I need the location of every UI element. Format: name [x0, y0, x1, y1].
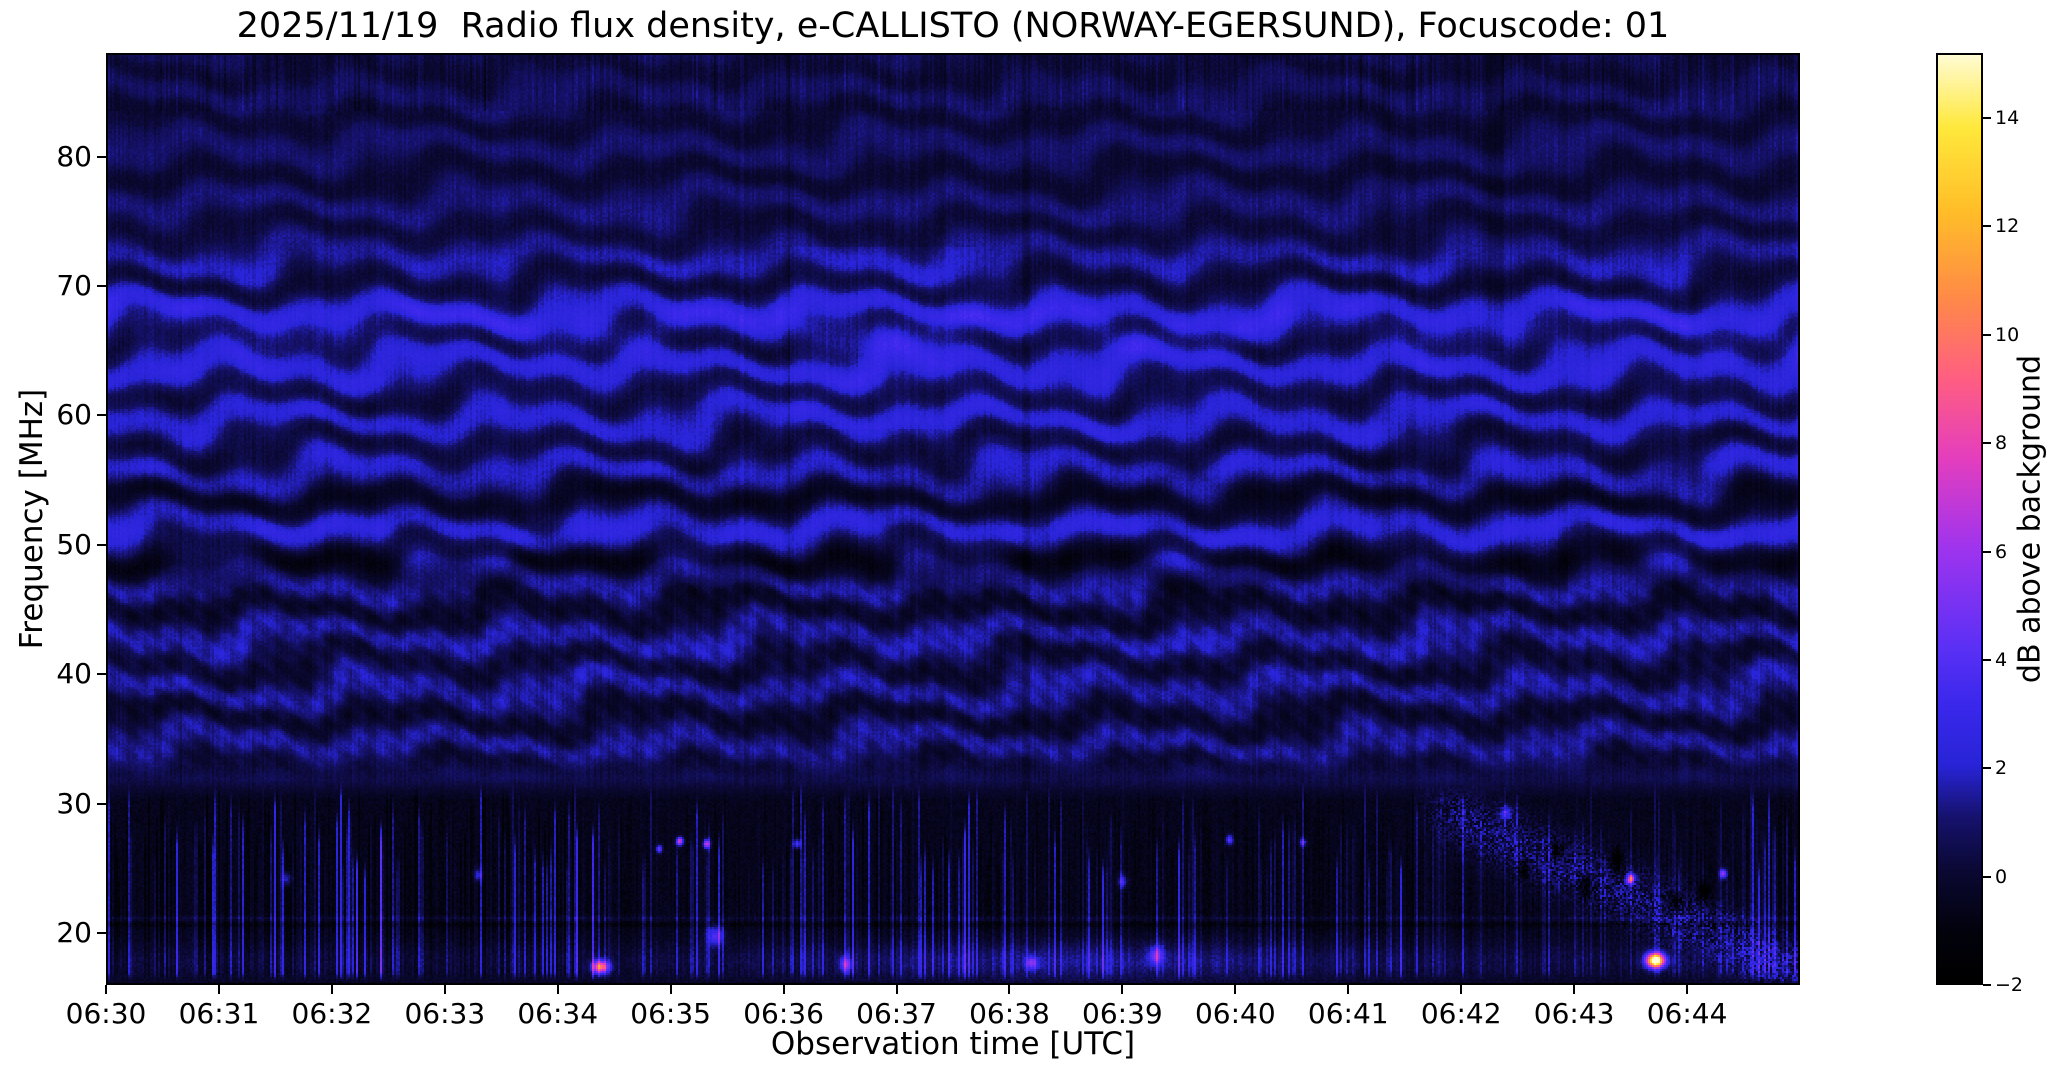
- colorbar-tick-mark: [1983, 875, 1991, 878]
- x-tick-mark: [782, 985, 785, 994]
- x-tick-label: 06:44: [1646, 997, 1728, 1030]
- x-tick-label: 06:36: [743, 997, 824, 1030]
- x-tick-label: 06:40: [1194, 997, 1276, 1030]
- x-tick-mark: [1686, 985, 1689, 994]
- x-tick-mark: [1008, 985, 1011, 994]
- x-tick-label: 06:34: [517, 997, 599, 1030]
- x-tick-mark: [217, 985, 220, 994]
- colorbar-tick-label: 2: [1995, 757, 2008, 780]
- colorbar-label: dB above background: [2012, 354, 2047, 684]
- x-tick-label: 06:39: [1082, 997, 1163, 1030]
- x-tick-mark: [669, 985, 672, 994]
- x-tick-label: 06:32: [291, 997, 373, 1030]
- x-axis-label: Observation time [UTC]: [770, 1026, 1136, 1062]
- x-tick-mark: [556, 985, 559, 994]
- y-tick-label: 40: [56, 657, 92, 691]
- x-tick-label: 06:37: [856, 997, 937, 1030]
- colorbar-tick-mark: [1983, 442, 1991, 445]
- x-tick-label: 06:41: [1307, 997, 1389, 1030]
- colorbar-tick-mark: [1983, 984, 1991, 986]
- colorbar-tick-label: −2: [1995, 974, 2024, 996]
- colorbar-tick-label: 12: [1995, 215, 2020, 238]
- colorbar-tick-mark: [1983, 225, 1991, 228]
- y-tick-label: 70: [56, 269, 92, 302]
- colorbar-tick-mark: [1983, 333, 1991, 336]
- x-tick-label: 06:38: [969, 997, 1050, 1030]
- x-tick-mark: [105, 985, 107, 994]
- x-tick-label: 06:33: [404, 997, 486, 1030]
- x-tick-label: 06:31: [178, 997, 260, 1030]
- y-tick-label: 80: [56, 139, 92, 173]
- y-tick-mark: [97, 802, 106, 805]
- y-tick-mark: [97, 673, 106, 676]
- colorbar-tick-mark: [1983, 117, 1991, 120]
- y-tick-mark: [97, 543, 106, 546]
- y-tick-label: 20: [56, 916, 92, 950]
- x-tick-label: 06:35: [630, 997, 711, 1030]
- x-tick-mark: [1460, 985, 1463, 994]
- colorbar-tick-mark: [1983, 550, 1991, 553]
- x-tick-mark: [1573, 985, 1576, 994]
- colorbar-tick-label: 8: [1995, 432, 2008, 455]
- chart-title: 2025/11/19 Radio flux density, e-CALLIST…: [236, 6, 1670, 46]
- colorbar-tick-mark: [1983, 658, 1991, 661]
- y-tick-mark: [97, 285, 106, 287]
- x-tick-mark: [895, 985, 898, 994]
- colorbar-tick-label: 4: [1995, 648, 2008, 671]
- x-tick-label: 06:30: [65, 997, 147, 1030]
- y-tick-mark: [97, 932, 106, 935]
- y-tick-label: 30: [56, 786, 92, 820]
- colorbar-tick-label: 6: [1995, 540, 2008, 563]
- spectrogram-heatmap: [106, 53, 1800, 985]
- y-tick-mark: [97, 155, 106, 158]
- x-tick-mark: [1347, 985, 1350, 994]
- y-tick-label: 60: [56, 398, 92, 432]
- x-tick-label: 06:42: [1420, 997, 1502, 1030]
- x-tick-mark: [1121, 985, 1124, 994]
- x-tick-mark: [443, 985, 446, 994]
- x-tick-mark: [1234, 985, 1237, 994]
- y-tick-label: 50: [56, 527, 92, 561]
- colorbar-tick-label: 14: [1995, 107, 2020, 130]
- x-tick-label: 06:43: [1533, 997, 1615, 1030]
- colorbar-tick-label: 10: [1995, 323, 2020, 346]
- y-tick-mark: [97, 414, 106, 417]
- colorbar-gradient: [1936, 53, 1983, 985]
- colorbar-tick-label: 0: [1995, 865, 2008, 888]
- x-tick-mark: [330, 985, 333, 994]
- colorbar-tick-mark: [1983, 767, 1991, 770]
